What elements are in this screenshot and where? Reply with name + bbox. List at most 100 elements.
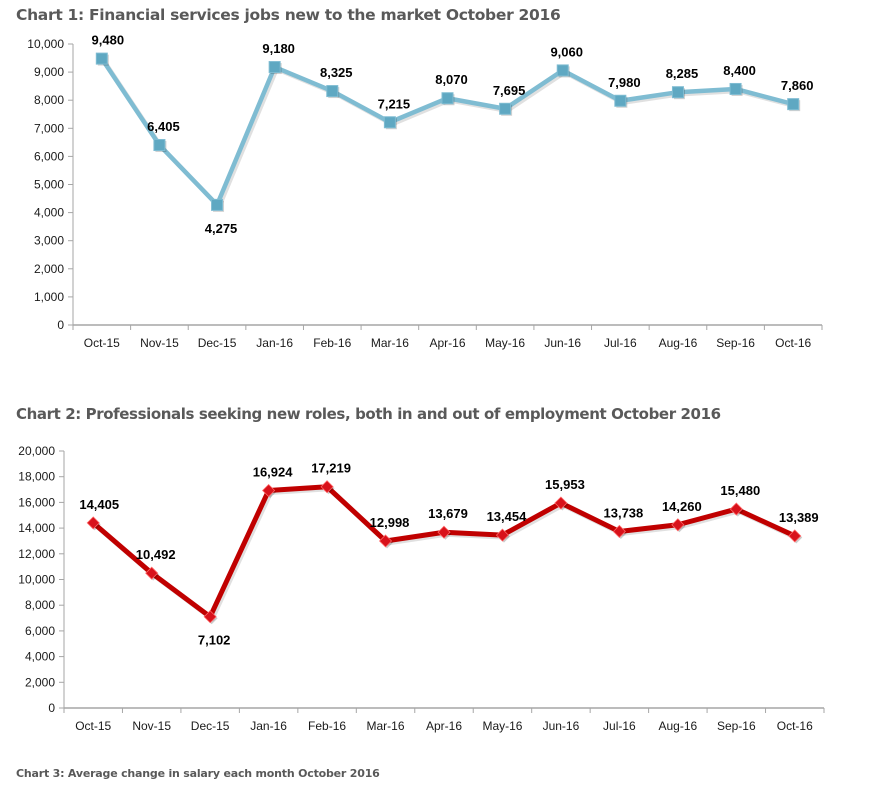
- data-point-marker: [320, 480, 334, 494]
- data-point-marker: [788, 529, 802, 543]
- x-tick-label: Aug-16: [659, 336, 698, 350]
- data-point-marker: [153, 139, 166, 152]
- x-tick-label: Feb-16: [313, 336, 351, 350]
- data-point-marker: [326, 85, 339, 98]
- x-tick-label: Oct-16: [777, 719, 813, 733]
- data-label: 4,275: [205, 221, 238, 236]
- x-tick-label: Mar-16: [371, 336, 409, 350]
- x-tick-label: Apr-16: [429, 336, 465, 350]
- data-point-marker: [441, 92, 454, 105]
- data-label: 7,102: [198, 633, 231, 648]
- x-tick-label: Jan-16: [250, 719, 287, 733]
- x-tick-label: Dec-15: [191, 719, 230, 733]
- x-tick-label: Oct-15: [75, 719, 111, 733]
- data-label: 15,953: [545, 477, 585, 492]
- x-tick-label: Nov-15: [140, 336, 179, 350]
- chart1-plot: 0 1,000 2,000 3,000 4,000 5,000 6,000 7,000 8,00…: [27, 33, 823, 350]
- data-point-marker: [203, 610, 217, 624]
- y-tick-label: 8,000: [34, 93, 64, 107]
- x-tick-label: Sep-16: [716, 336, 755, 350]
- y-tick-label: 2,000: [34, 262, 64, 276]
- data-label: 7,860: [781, 78, 814, 93]
- x-tick-label: Jul-16: [603, 719, 636, 733]
- chart3-title: Chart 3: Average change in salary each m…: [16, 767, 380, 780]
- y-tick-label: 4,000: [25, 650, 55, 664]
- y-tick-label: 18,000: [18, 470, 55, 484]
- data-label: 13,679: [428, 506, 468, 521]
- data-label: 13,738: [604, 505, 644, 520]
- data-point-marker: [86, 516, 100, 530]
- data-label: 7,980: [608, 75, 641, 90]
- chart2-title: Chart 2: Professionals seeking new roles…: [16, 405, 721, 423]
- data-label: 12,998: [370, 515, 410, 530]
- data-label: 9,480: [92, 33, 125, 48]
- y-tick-label: 6,000: [34, 149, 64, 163]
- chart1-title: Chart 1: Financial services jobs new to …: [16, 6, 561, 24]
- data-label: 9,180: [262, 41, 295, 56]
- y-tick-label: 2,000: [25, 675, 55, 689]
- data-label: 14,260: [662, 499, 702, 514]
- y-tick-label: 5,000: [34, 178, 64, 192]
- data-label: 14,405: [79, 497, 119, 512]
- x-tick-label: Sep-16: [717, 719, 756, 733]
- data-label: 15,480: [720, 483, 760, 498]
- x-tick-label: Oct-15: [84, 336, 120, 350]
- y-tick-label: 0: [48, 701, 55, 715]
- x-tick-label: Jun-16: [543, 719, 580, 733]
- data-label: 16,924: [253, 465, 294, 480]
- y-tick-label: 7,000: [34, 121, 64, 135]
- x-tick-label: Jul-16: [604, 336, 637, 350]
- data-label: 13,454: [487, 509, 528, 524]
- y-tick-label: 3,000: [34, 234, 64, 248]
- data-point-marker: [729, 82, 742, 95]
- y-tick-label: 0: [57, 318, 64, 332]
- data-label: 8,325: [320, 65, 353, 80]
- data-label: 7,215: [378, 96, 411, 111]
- x-tick-label: May-16: [485, 336, 525, 350]
- data-label: 6,405: [147, 119, 180, 134]
- y-tick-label: 12,000: [18, 547, 55, 561]
- x-tick-label: Jun-16: [544, 336, 581, 350]
- y-tick-label: 20,000: [18, 444, 55, 458]
- x-tick-label: Nov-15: [132, 719, 171, 733]
- x-tick-label: Oct-16: [775, 336, 811, 350]
- y-tick-label: 16,000: [18, 495, 55, 509]
- y-tick-label: 4,000: [34, 206, 64, 220]
- data-label: 9,060: [550, 44, 583, 59]
- data-point-marker: [787, 98, 800, 111]
- data-point-marker: [554, 496, 568, 510]
- x-tick-label: May-16: [482, 719, 522, 733]
- data-label: 7,695: [493, 83, 526, 98]
- data-label: 13,389: [779, 510, 819, 525]
- data-point-marker: [437, 525, 451, 539]
- data-point-marker: [262, 483, 276, 498]
- data-point-marker: [378, 534, 393, 548]
- data-point-marker: [729, 502, 743, 516]
- data-point-marker: [614, 94, 627, 107]
- data-label: 8,070: [435, 72, 468, 87]
- data-point-marker: [556, 64, 569, 77]
- y-tick-label: 10,000: [18, 573, 55, 587]
- data-label: 10,492: [136, 547, 176, 562]
- data-label: 8,285: [666, 66, 699, 81]
- data-label: 8,400: [723, 63, 756, 78]
- data-label: 17,219: [311, 461, 351, 476]
- data-point-marker: [499, 102, 512, 115]
- data-point-marker: [211, 198, 224, 211]
- y-tick-label: 8,000: [25, 598, 55, 612]
- y-tick-label: 1,000: [34, 290, 64, 304]
- data-point-marker: [495, 528, 510, 542]
- data-point-marker: [671, 518, 685, 532]
- data-point-marker: [612, 524, 626, 539]
- x-tick-label: Aug-16: [658, 719, 697, 733]
- y-tick-label: 10,000: [27, 37, 64, 51]
- data-point-marker: [383, 116, 396, 129]
- data-point-marker: [671, 86, 684, 99]
- y-tick-label: 14,000: [18, 521, 55, 535]
- x-tick-label: Mar-16: [367, 719, 405, 733]
- x-tick-label: Apr-16: [426, 719, 462, 733]
- data-point-marker: [145, 566, 159, 580]
- data-point-marker: [268, 61, 281, 74]
- x-tick-label: Dec-15: [198, 336, 237, 350]
